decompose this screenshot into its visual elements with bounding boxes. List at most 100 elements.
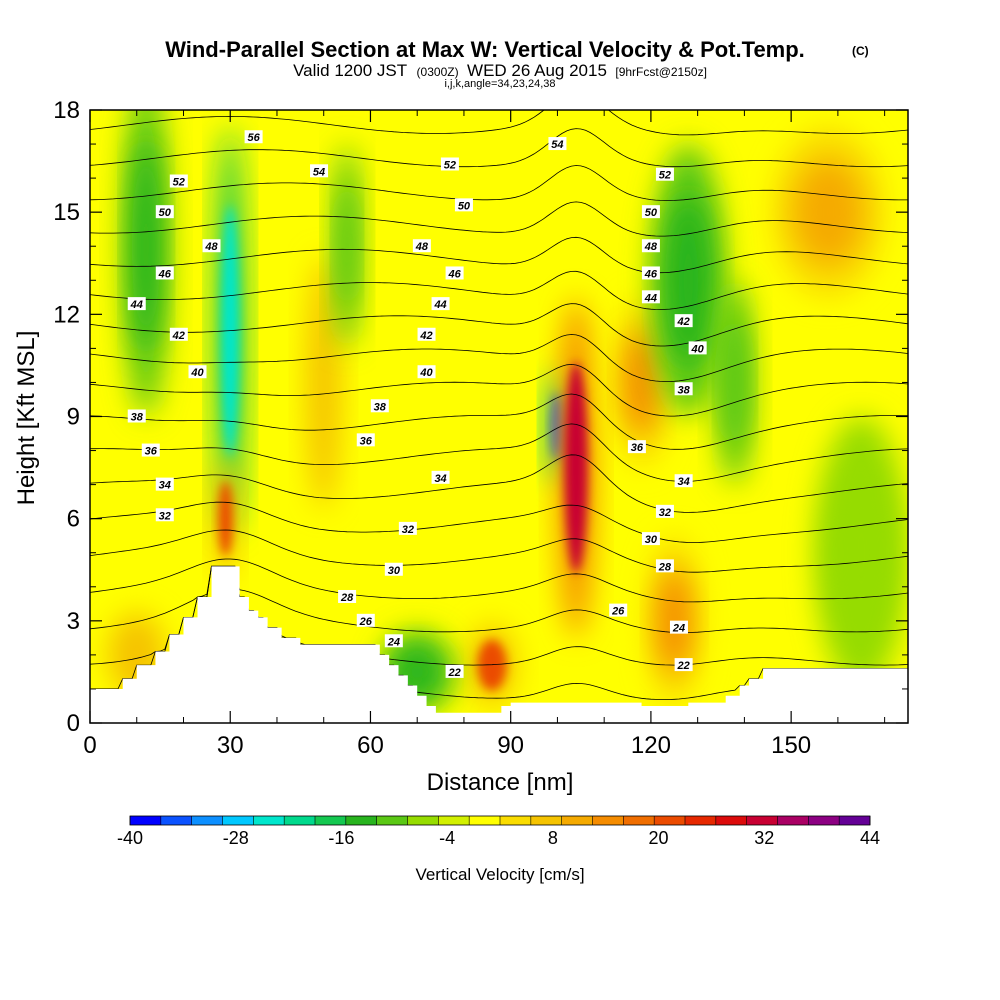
theta-label-text: 56 xyxy=(247,132,260,144)
theta-label-box xyxy=(202,239,221,253)
theta-contours xyxy=(90,110,908,700)
theta-contour-label: 38 xyxy=(674,382,693,396)
theta-contour-label: 28 xyxy=(655,559,674,573)
colorbar-swatch xyxy=(561,816,593,825)
theta-contour-label: 34 xyxy=(155,477,174,492)
colorbar-label: Vertical Velocity [cm/s] xyxy=(415,865,584,884)
colorbar-tick-label: -4 xyxy=(439,828,455,848)
w-feature-core xyxy=(221,204,239,459)
theta-contour-label: 52 xyxy=(440,157,459,171)
chart-subtitle: Valid 1200 JST (0300Z) WED 26 Aug 2015 [… xyxy=(293,61,707,80)
theta-contour-label: 34 xyxy=(431,470,450,485)
theta-label-text: 24 xyxy=(672,623,685,635)
theta-label-text: 32 xyxy=(402,524,414,536)
w-feature-core xyxy=(832,468,891,638)
x-tick-label: 150 xyxy=(771,732,811,759)
theta-contour-label: 42 xyxy=(169,327,188,342)
colorbar-tick-label: -16 xyxy=(328,828,354,848)
theta-label-text: 30 xyxy=(645,534,658,546)
colorbar-swatch xyxy=(592,816,624,825)
theta-label-box xyxy=(417,327,436,341)
theta-label-box xyxy=(548,137,567,151)
theta-contour-48 xyxy=(90,236,908,274)
subtitle-date: WED 26 Aug 2015 xyxy=(467,61,607,80)
theta-label-box xyxy=(155,205,174,219)
theta-label-box xyxy=(627,440,646,454)
theta-label-text: 44 xyxy=(433,299,446,311)
w-feature-core xyxy=(477,639,507,691)
y-tick-label: 18 xyxy=(53,97,80,124)
x-tick-label: 120 xyxy=(631,732,671,759)
theta-contour-30 xyxy=(90,529,908,573)
theta-contour-52 xyxy=(90,165,908,201)
theta-contour-label: 44 xyxy=(641,290,660,304)
theta-label-text: 28 xyxy=(658,561,672,573)
theta-label-box xyxy=(155,266,174,280)
y-tick-label: 9 xyxy=(67,404,80,431)
theta-contour-label: 24 xyxy=(384,634,403,648)
subtitle-forecast: [9hrFcst@2150z] xyxy=(615,65,707,79)
theta-label-box xyxy=(155,477,174,491)
theta-label-box xyxy=(688,341,707,355)
x-axis-label: Distance [nm] xyxy=(427,769,574,796)
theta-label-box xyxy=(431,470,450,484)
theta-contour-label: 28 xyxy=(338,589,357,604)
theta-contour-labels: 56 54 54 52 52 52 50 50 50 48 48 48 46 46 46 44 44 44 42 42… xyxy=(127,130,707,679)
theta-label-text: 48 xyxy=(644,241,658,253)
theta-contour-label: 52 xyxy=(169,174,188,189)
theta-label-text: 46 xyxy=(447,268,461,280)
theta-label-text: 36 xyxy=(360,435,373,447)
theta-label-text: 50 xyxy=(458,200,471,212)
colorbar-swatch xyxy=(376,816,408,825)
theta-contour-54 xyxy=(90,128,908,168)
colorbar-swatch xyxy=(222,816,254,825)
theta-label-text: 48 xyxy=(415,241,429,253)
theta-contour-label: 56 xyxy=(244,130,263,144)
colorbar-swatch xyxy=(315,816,347,825)
theta-contour-label: 24 xyxy=(669,620,688,635)
theta-contour-40 xyxy=(90,363,908,417)
subtitle-utc-time: (0300Z) xyxy=(417,65,459,79)
theta-label-box xyxy=(641,239,660,253)
w-feature-core xyxy=(564,362,588,574)
y-axis-label: Height [Kft MSL] xyxy=(13,331,40,506)
theta-contour-label: 26 xyxy=(356,613,375,628)
theta-label-text: 24 xyxy=(387,636,400,648)
theta-label-box xyxy=(244,130,263,144)
theta-label-text: 48 xyxy=(204,241,218,253)
w-feature-core xyxy=(723,319,747,446)
w-feature-core xyxy=(793,159,864,265)
theta-label-box xyxy=(674,658,693,672)
theta-contour-label: 36 xyxy=(356,433,375,447)
theta-label-text: 54 xyxy=(313,166,325,178)
theta-contour-label: 54 xyxy=(548,137,567,151)
theta-label-text: 26 xyxy=(611,606,625,618)
w-feature-core xyxy=(624,329,659,436)
theta-contour-label: 22 xyxy=(674,658,693,672)
theta-label-text: 22 xyxy=(447,667,460,679)
colorbar-swatch xyxy=(777,816,809,825)
theta-contour-46 xyxy=(90,270,908,311)
theta-contour-38 xyxy=(90,393,908,450)
colorbar-swatch xyxy=(253,816,285,825)
colorbar-tick-label: 20 xyxy=(649,828,669,848)
theta-label-text: 40 xyxy=(190,367,204,379)
colorbar-tick-label: -40 xyxy=(117,828,143,848)
colorbar: -40 -28 -16 -4 8 20 32 44 xyxy=(117,815,880,848)
theta-label-text: 28 xyxy=(340,592,354,604)
theta-label-box xyxy=(356,433,375,447)
x-tick-label: 90 xyxy=(497,732,524,759)
theta-label-box xyxy=(169,174,188,188)
theta-contour-label: 44 xyxy=(127,297,146,311)
theta-label-box xyxy=(384,562,403,576)
colorbar-swatch xyxy=(623,816,655,825)
y-tick-label: 12 xyxy=(53,301,80,328)
theta-contour-label: 50 xyxy=(155,205,174,219)
theta-label-box xyxy=(641,266,660,280)
colorbar-tick-label: 32 xyxy=(754,828,774,848)
theta-label-text: 38 xyxy=(374,401,387,413)
colorbar-swatch xyxy=(530,816,562,825)
theta-label-box xyxy=(655,167,674,181)
theta-contour-label: 42 xyxy=(417,327,436,342)
theta-contour-36 xyxy=(90,423,908,482)
